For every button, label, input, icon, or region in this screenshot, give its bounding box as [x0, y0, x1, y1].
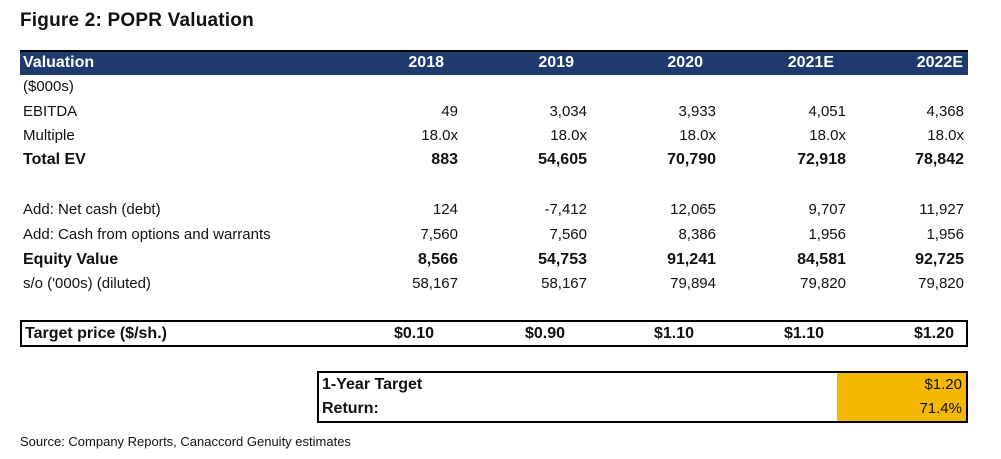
row-label: Add: Cash from options and warrants — [23, 226, 271, 243]
table-row-multiple: Multiple 18.0x 18.0x 18.0x 18.0x 18.0x — [20, 125, 968, 149]
table-row-options-warrants: Add: Cash from options and warrants 7,56… — [20, 224, 968, 248]
table-header: Valuation 2018 2019 2020 2021E 2022E — [20, 50, 968, 75]
cell: 883 — [431, 151, 458, 168]
return-value: 71.4% — [919, 400, 962, 417]
cell: 91,241 — [667, 251, 716, 268]
cell: 12,065 — [670, 201, 716, 218]
table-row-total-ev: Total EV 883 54,605 70,790 72,918 78,842 — [20, 149, 968, 173]
highlight-cell — [837, 373, 966, 421]
units-row: ($000s) — [20, 76, 968, 100]
table-row-equity-value: Equity Value 8,566 54,753 91,241 84,581 … — [20, 249, 968, 273]
cell: 4,051 — [808, 103, 846, 120]
row-label: EBITDA — [23, 103, 78, 120]
cell: 72,918 — [797, 151, 846, 168]
table-row-shares-outstanding: s/o ('000s) (diluted) 58,167 58,167 79,8… — [20, 273, 968, 297]
cell: $1.10 — [653, 325, 694, 342]
cell: -7,412 — [544, 201, 587, 218]
cell: 11,927 — [919, 201, 964, 218]
cell: 18.0x — [421, 127, 458, 144]
cell: 84,581 — [797, 251, 846, 268]
table-row-net-cash: Add: Net cash (debt) 124 -7,412 12,065 9… — [20, 199, 968, 223]
cell: 8,386 — [678, 226, 716, 243]
target-label: 1-Year Target — [322, 376, 423, 393]
target-price-row: Target price ($/sh.) $0.10 $0.90 $1.10 $… — [20, 320, 968, 347]
cell: 3,034 — [549, 103, 587, 120]
cell: $0.10 — [393, 325, 434, 342]
return-label: Return: — [322, 400, 379, 417]
row-label: Target price ($/sh.) — [25, 325, 167, 342]
header-year: 2022E — [916, 54, 963, 71]
cell: $1.20 — [913, 325, 954, 342]
cell: 8,566 — [417, 251, 458, 268]
cell: 54,753 — [538, 251, 587, 268]
cell: 70,790 — [667, 151, 716, 168]
cell: 1,956 — [926, 226, 964, 243]
row-label: Equity Value — [23, 251, 119, 268]
cell: 54,605 — [538, 151, 587, 168]
cell: 124 — [432, 201, 458, 218]
header-year: 2021E — [787, 54, 834, 71]
units-label: ($000s) — [23, 78, 74, 95]
row-label: Multiple — [23, 127, 75, 144]
cell: 7,560 — [420, 226, 458, 243]
cell: 18.0x — [679, 127, 716, 144]
cell: 18.0x — [809, 127, 846, 144]
target-value: $1.20 — [924, 376, 962, 393]
cell: 9,707 — [808, 201, 846, 218]
cell: $0.90 — [524, 325, 565, 342]
cell: 4,368 — [926, 103, 964, 120]
source-note: Source: Company Reports, Canaccord Genui… — [20, 434, 351, 449]
header-label: Valuation — [23, 54, 95, 71]
cell: 58,167 — [412, 275, 458, 292]
figure-title: Figure 2: POPR Valuation — [20, 10, 254, 31]
cell: 79,820 — [800, 275, 846, 292]
summary-box: 1-Year Target $1.20 Return: 71.4% — [317, 371, 968, 423]
cell: 7,560 — [549, 226, 587, 243]
cell: 18.0x — [550, 127, 587, 144]
header-year: 2018 — [408, 54, 444, 71]
cell: 79,820 — [918, 275, 964, 292]
cell: 79,894 — [670, 275, 716, 292]
cell: 3,933 — [678, 103, 716, 120]
cell: 1,956 — [808, 226, 846, 243]
row-label: Add: Net cash (debt) — [23, 201, 161, 218]
cell: 58,167 — [541, 275, 587, 292]
cell: 49 — [441, 103, 458, 120]
cell: $1.10 — [783, 325, 824, 342]
row-label: Total EV — [23, 151, 86, 168]
header-year: 2019 — [538, 54, 574, 71]
cell: 18.0x — [927, 127, 964, 144]
cell: 78,842 — [915, 151, 964, 168]
table-row-ebitda: EBITDA 49 3,034 3,933 4,051 4,368 — [20, 101, 968, 125]
header-year: 2020 — [667, 54, 703, 71]
cell: 92,725 — [915, 251, 964, 268]
row-label: s/o ('000s) (diluted) — [23, 275, 151, 292]
